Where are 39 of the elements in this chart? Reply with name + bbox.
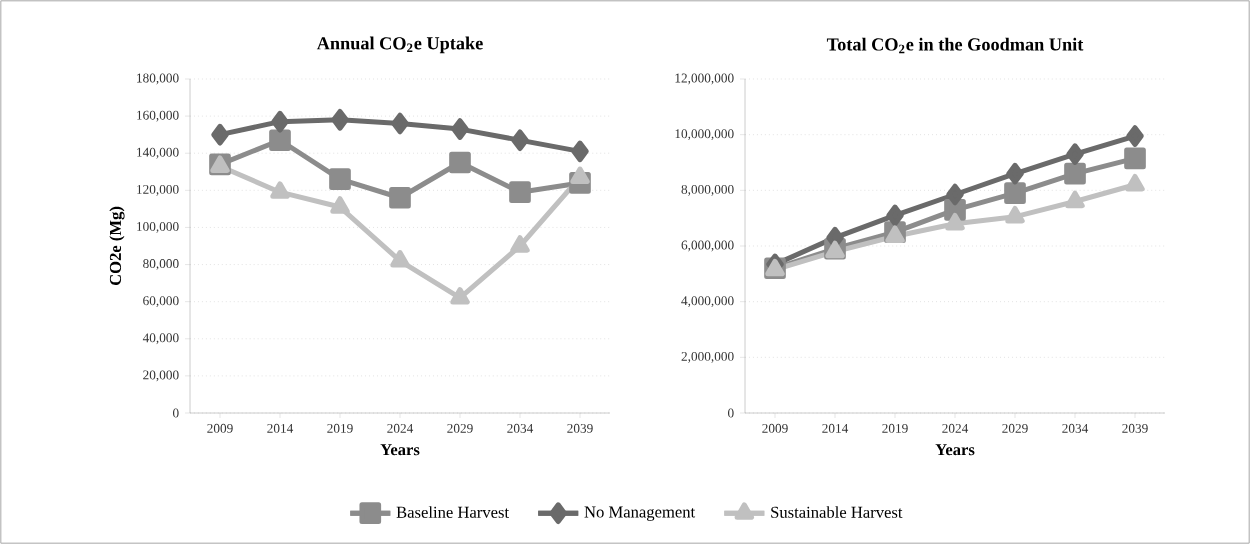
x-tick-label: 2024 (387, 423, 414, 433)
y-tick-label: 180,000 (137, 73, 179, 85)
x-axis-title: Years (935, 444, 975, 456)
y-tick-label: 140,000 (137, 147, 179, 159)
y-tick-label: 20,000 (143, 370, 179, 382)
y-tick-label: 2,000,000 (681, 351, 734, 363)
x-tick-label: 2024 (942, 423, 969, 433)
y-tick-label: 160,000 (137, 110, 179, 122)
x-tick-label: 2019 (327, 423, 353, 433)
y-axis-title: CO2e (Mg) (109, 206, 125, 286)
chart-title: Annual CO$_{2}$e Uptake (316, 36, 483, 54)
x-tick-label: 2034 (1062, 423, 1089, 433)
x-tick-label: 2009 (207, 423, 233, 433)
chart-title: Total CO$_{2}$e in the Goodman Unit (826, 37, 1084, 54)
y-tick-label: 0 (727, 408, 734, 418)
x-tick-label: 2029 (447, 423, 473, 433)
y-tick-label: 100,000 (137, 222, 179, 233)
y-tick-label: 0 (172, 408, 179, 418)
y-tick-label: 10,000,000 (675, 129, 734, 141)
x-axis-title: Years (380, 444, 420, 456)
y-tick-label: 4,000,000 (681, 296, 734, 308)
y-tick-label: 40,000 (142, 333, 179, 345)
y-tick-label: 6,000,000 (681, 240, 734, 252)
y-tick-label: 12,000,000 (675, 73, 734, 85)
legend-label: Baseline Harvest (396, 506, 509, 518)
x-tick-label: 2039 (1122, 423, 1148, 433)
y-tick-label: 8,000,000 (681, 184, 734, 196)
legend-label: Sustainable Harvest (771, 506, 903, 518)
x-tick-label: 2034 (507, 423, 534, 433)
y-tick-label: 80,000 (143, 259, 179, 270)
y-tick-label: 120,000 (137, 184, 179, 196)
y-tick-label: 60,000 (143, 296, 179, 308)
x-tick-label: 2019 (882, 423, 908, 433)
x-tick-label: 2014 (267, 423, 294, 433)
x-tick-label: 2039 (567, 423, 593, 433)
x-tick-label: 2029 (1002, 423, 1028, 433)
legend-label: No Management (584, 506, 696, 521)
x-tick-label: 2009 (762, 423, 788, 433)
x-tick-label: 2014 (822, 423, 849, 433)
